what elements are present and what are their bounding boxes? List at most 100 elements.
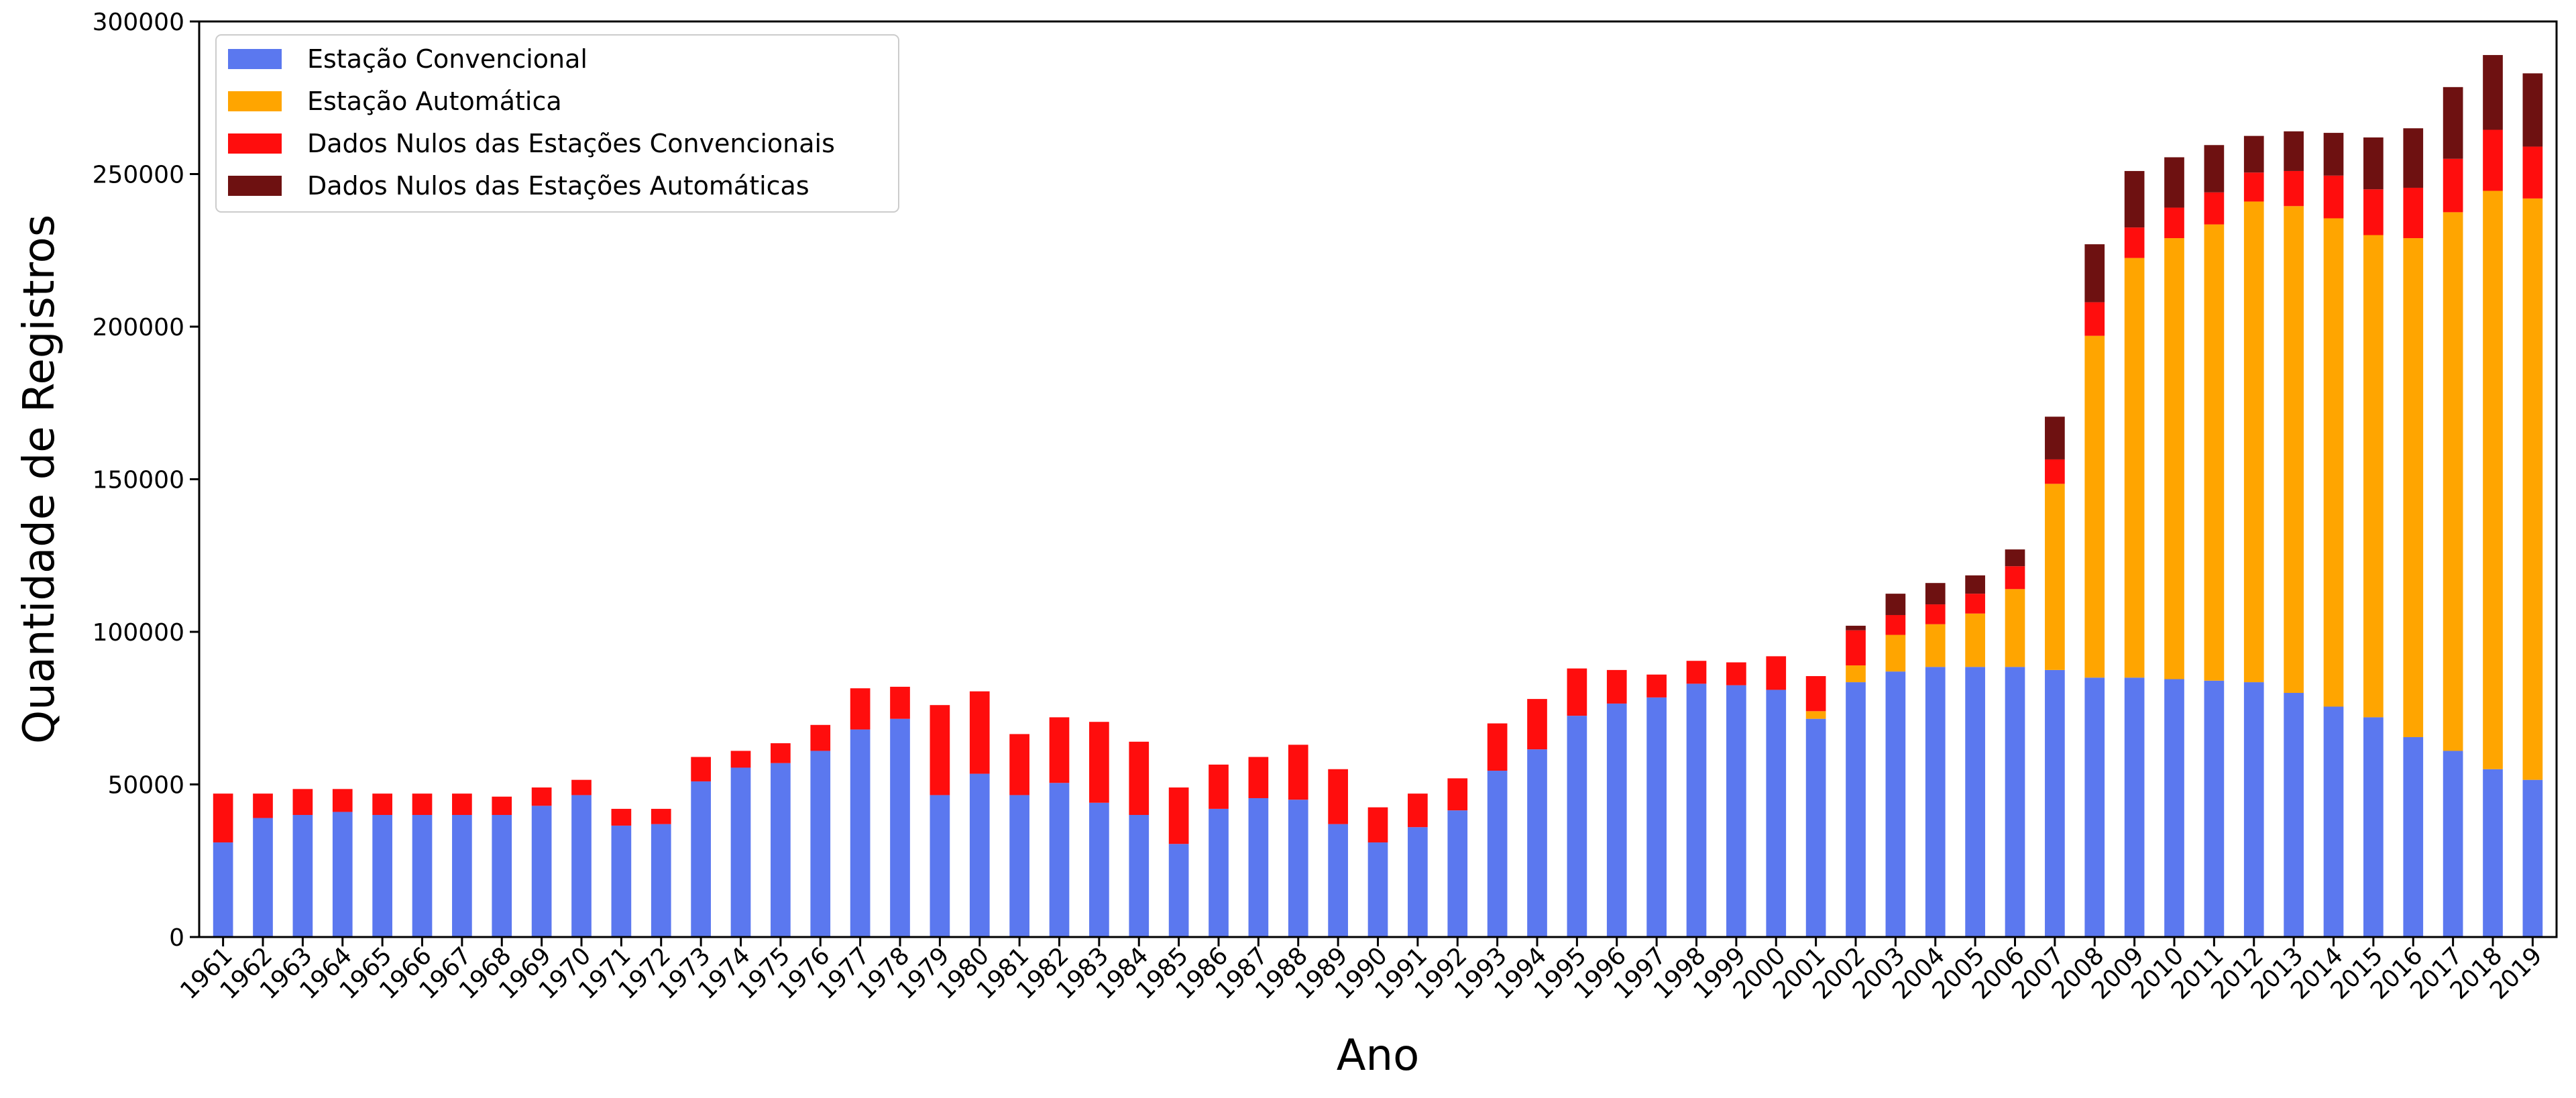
y-tick-label: 300000	[93, 9, 184, 36]
bar-1983-series-1	[1089, 802, 1109, 937]
y-tick-label: 200000	[93, 314, 184, 341]
bar-1967-series-3	[452, 793, 472, 815]
legend-swatch	[228, 49, 282, 69]
bar-1972-series-1	[651, 824, 671, 937]
bar-1974-series-1	[730, 767, 751, 937]
bar-1987-series-1	[1248, 798, 1269, 937]
bar-1966-series-3	[412, 793, 433, 815]
legend-label: Estação Automática	[307, 87, 562, 116]
bar-1989-series-3	[1328, 769, 1348, 824]
bar-1963-series-1	[292, 815, 313, 937]
bar-1981-series-3	[1009, 734, 1029, 795]
bar-2005-series-4	[1965, 575, 1985, 594]
y-axis: 0 50000 100000 150000 200000 250000 300000	[93, 9, 199, 952]
bar-1999-series-1	[1726, 685, 1746, 938]
bar-1991-series-3	[1408, 793, 1428, 828]
bar-1962-series-3	[253, 793, 273, 818]
bar-1977-series-1	[850, 729, 871, 937]
bar-1996-series-3	[1606, 669, 1627, 704]
bar-2016-series-2	[2403, 238, 2424, 737]
bar-1978-series-1	[890, 718, 910, 937]
bar-1991-series-1	[1408, 827, 1428, 937]
bar-2012-series-4	[2243, 135, 2264, 173]
bar-2007-series-1	[2045, 669, 2065, 938]
bar-1975-series-1	[771, 763, 791, 937]
bar-2005-series-2	[1965, 613, 1985, 667]
bar-2016-series-4	[2403, 128, 2424, 188]
x-axis-title: Ano	[1337, 1031, 1420, 1081]
bar-1968-series-3	[492, 796, 512, 815]
bar-2015-series-4	[2363, 137, 2384, 190]
bar-2009-series-1	[2124, 677, 2145, 937]
bar-1964-series-3	[332, 789, 353, 812]
bar-2012-series-2	[2243, 201, 2264, 683]
bar-2015-series-3	[2363, 189, 2384, 235]
y-tick-label: 150000	[93, 467, 184, 494]
legend: Estação Convencional Estação Automática Da…	[215, 34, 899, 213]
bar-2011-series-2	[2204, 224, 2225, 681]
bar-1980-series-1	[969, 773, 990, 937]
bar-1983-series-3	[1089, 722, 1109, 803]
bar-2008-series-1	[2084, 677, 2105, 937]
bar-2010-series-2	[2164, 238, 2184, 679]
bar-2018-series-1	[2483, 769, 2503, 937]
bar-2013-series-3	[2284, 170, 2304, 207]
bar-1963-series-3	[292, 789, 313, 815]
bar-1998-series-3	[1686, 661, 1707, 684]
bar-2013-series-1	[2284, 693, 2304, 937]
bar-1988-series-1	[1288, 800, 1308, 937]
bar-1997-series-3	[1646, 674, 1667, 698]
bar-2009-series-2	[2124, 258, 2145, 678]
y-tick-label: 0	[169, 924, 184, 952]
legend-label: Dados Nulos das Estações Automáticas	[307, 171, 809, 201]
bar-2014-series-3	[2323, 175, 2344, 219]
legend-label: Dados Nulos das Estações Convencionais	[307, 129, 835, 158]
bar-2002-series-4	[1846, 625, 1866, 630]
bar-1965-series-1	[372, 815, 392, 937]
bar-2012-series-1	[2243, 682, 2264, 937]
bar-2014-series-4	[2323, 133, 2344, 176]
bar-2007-series-4	[2045, 417, 2065, 459]
bar-2011-series-4	[2204, 145, 2225, 193]
legend-swatch	[228, 133, 282, 154]
bar-1984-series-3	[1129, 741, 1150, 815]
bar-2015-series-2	[2363, 235, 2384, 718]
bar-1969-series-1	[531, 806, 552, 937]
bar-2014-series-1	[2323, 706, 2344, 937]
bar-1969-series-3	[531, 787, 552, 806]
bar-1980-series-3	[969, 691, 990, 774]
bar-1985-series-3	[1168, 787, 1189, 844]
bar-2018-series-2	[2483, 190, 2503, 769]
bar-2011-series-1	[2204, 680, 2225, 937]
bar-1981-series-1	[1009, 795, 1029, 937]
legend-swatch	[228, 176, 282, 196]
bar-2010-series-1	[2164, 679, 2184, 937]
bar-1978-series-3	[890, 686, 910, 719]
legend-box	[215, 34, 899, 213]
legend-swatch	[228, 91, 282, 111]
y-axis-title: Quantidade de Registros	[15, 215, 64, 744]
bar-2018-series-4	[2483, 55, 2503, 130]
bar-2013-series-4	[2284, 131, 2304, 171]
bar-2013-series-2	[2284, 206, 2304, 693]
bars-layer	[213, 55, 2543, 938]
bar-1974-series-3	[730, 751, 751, 768]
bar-2002-series-3	[1846, 630, 1866, 666]
bar-2004-series-1	[1925, 667, 1946, 937]
bar-1976-series-1	[810, 751, 831, 937]
bar-1996-series-1	[1606, 703, 1627, 937]
bar-1995-series-3	[1567, 668, 1587, 716]
bar-1973-series-1	[691, 781, 711, 937]
bar-2008-series-2	[2084, 335, 2105, 678]
bar-1992-series-1	[1447, 810, 1468, 937]
bar-2019-series-2	[2522, 198, 2543, 780]
bar-2009-series-3	[2124, 227, 2145, 258]
bar-1994-series-3	[1527, 699, 1547, 750]
bar-1979-series-3	[930, 705, 950, 795]
bar-1973-series-3	[691, 757, 711, 781]
bar-2016-series-3	[2403, 187, 2424, 239]
bar-2001-series-1	[1805, 718, 1826, 937]
bar-1979-series-1	[930, 795, 950, 937]
bar-1994-series-1	[1527, 749, 1547, 937]
bar-2019-series-3	[2522, 146, 2543, 199]
